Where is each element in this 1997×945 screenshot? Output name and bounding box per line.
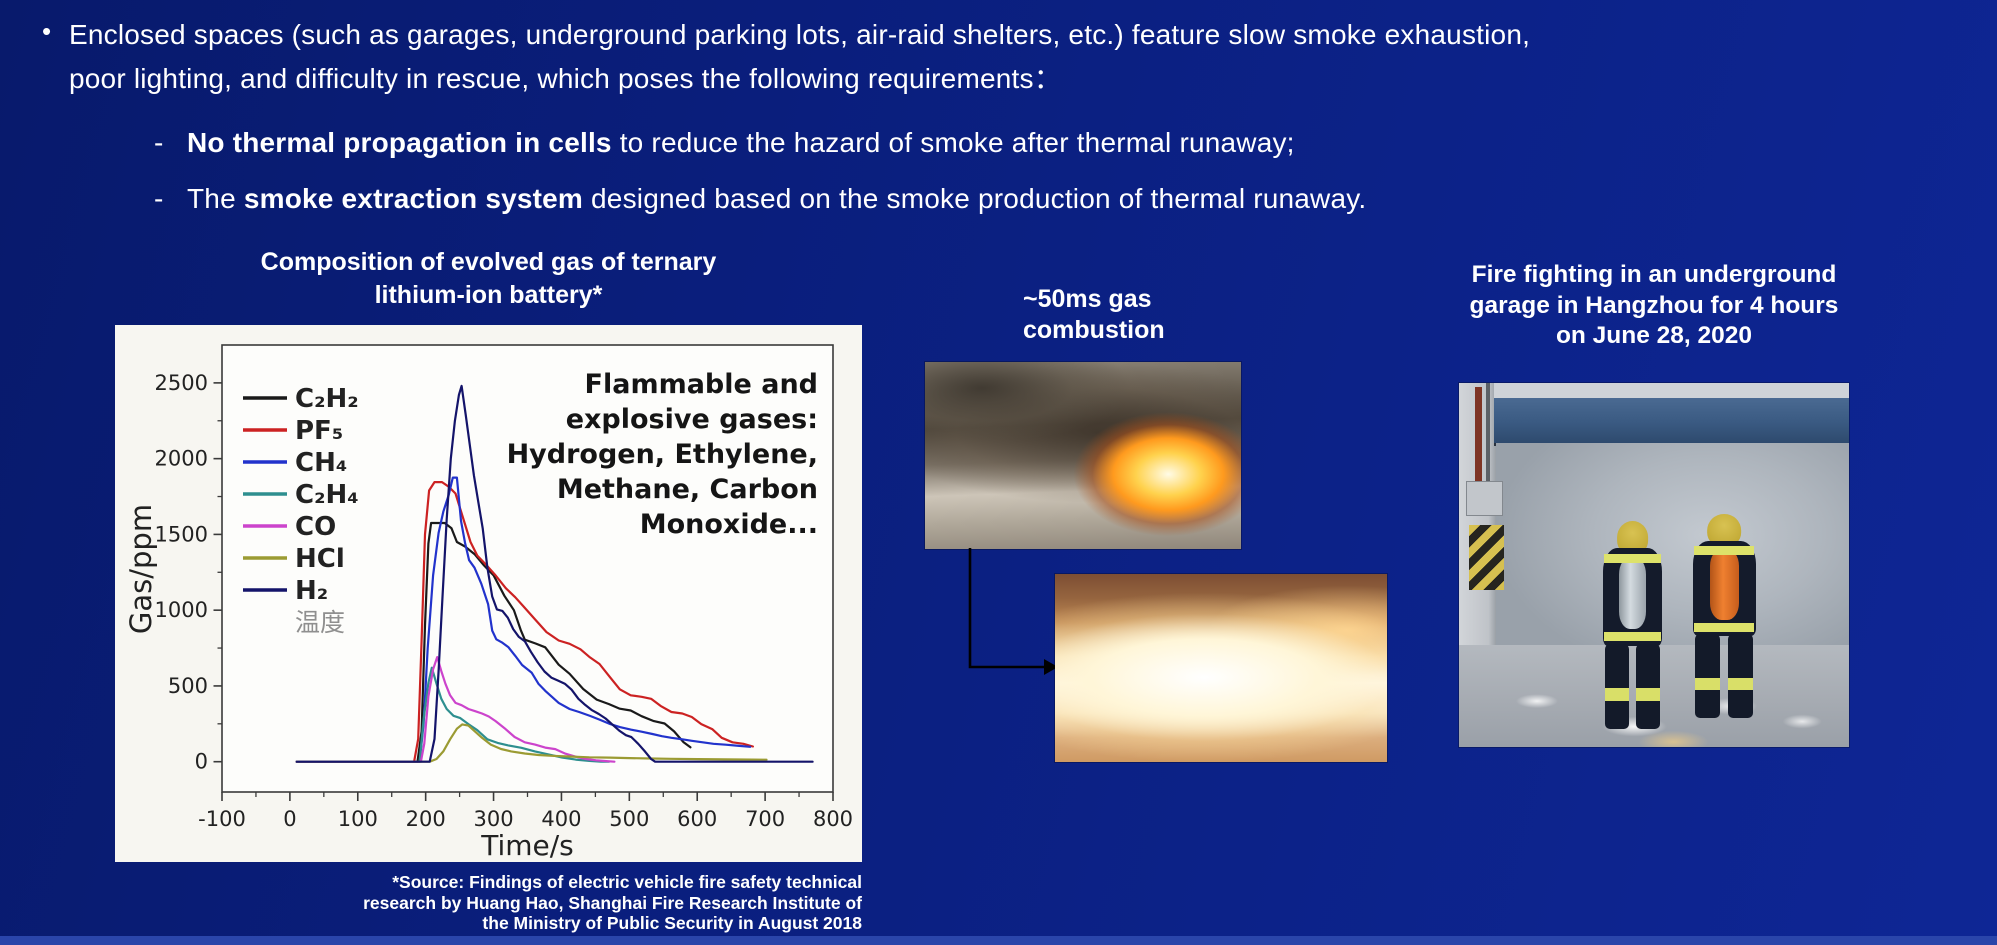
gas-composition-chart: -100 0 100 200 300 400 500 600 700 800 0 500 1000 150…: [115, 325, 862, 862]
source-line-1: *Source: Findings of electric vehicle fi…: [392, 872, 862, 892]
chart-title-line-1: Composition of evolved gas of ternary: [260, 248, 717, 276]
svg-text:2500: 2500: [155, 371, 208, 395]
garage-ceiling: [1494, 383, 1849, 398]
reflective-band: [1694, 622, 1754, 632]
svg-text:-100: -100: [198, 807, 246, 831]
svg-text:2000: 2000: [155, 447, 208, 471]
right-caption-line-1: Fire fighting in an underground: [1471, 261, 1837, 288]
svg-text:C₂H₂: C₂H₂: [295, 384, 359, 414]
garage-fire-caption: Fire fighting in an underground garage i…: [1454, 260, 1854, 352]
right-caption-line-2: garage in Hangzhou for 4 hours: [1469, 291, 1839, 319]
sub-bullet-smoke-extraction: - The smoke extraction system designed ba…: [154, 183, 1366, 215]
hazard-stripes: [1469, 524, 1505, 591]
svg-text:400: 400: [541, 807, 581, 831]
gas-combustion-photo-2: [1055, 574, 1387, 762]
svg-text:1000: 1000: [155, 598, 208, 622]
svg-text:Monoxide...: Monoxide...: [640, 509, 818, 540]
sub2-pre: The: [187, 183, 244, 214]
mid-caption-line-1: ~50ms gas: [1023, 285, 1152, 313]
svg-text:800: 800: [813, 807, 853, 831]
svg-text:0: 0: [195, 750, 208, 774]
chart-title-line-2: lithium-ion battery*: [374, 281, 603, 309]
air-tank-orange: [1709, 549, 1739, 620]
bullet-line-1: Enclosed spaces (such as garages, underg…: [69, 19, 1531, 50]
svg-text:0: 0: [283, 807, 296, 831]
svg-text:C₂H₄: C₂H₄: [295, 480, 359, 510]
air-tank-silver: [1618, 557, 1647, 630]
sub2-bold: smoke extraction system: [243, 183, 584, 214]
bullet-line-2: poor lighting, and difficulty in rescue,…: [69, 63, 1062, 94]
mid-caption-line-2: combustion: [1023, 316, 1165, 344]
source-line-3: the Ministry of Public Security in Augus…: [482, 913, 862, 933]
svg-text:Gas/ppm: Gas/ppm: [124, 504, 158, 634]
firefighter-torso: [1692, 540, 1756, 637]
gas-combustion-photo-1: [925, 362, 1241, 549]
svg-text:explosive gases:: explosive gases:: [566, 404, 818, 435]
firefighter-legs: [1605, 643, 1661, 729]
reflective-band: [1604, 554, 1661, 563]
bullet-marker: •: [42, 16, 52, 46]
right-caption-line-3: on June 28, 2020: [1555, 322, 1753, 349]
svg-text:700: 700: [745, 807, 785, 831]
svg-text:Flammable and: Flammable and: [585, 369, 818, 400]
svg-text:500: 500: [168, 674, 208, 698]
svg-text:Methane, Carbon: Methane, Carbon: [557, 474, 818, 505]
main-bullet-text: Enclosed spaces (such as garages, underg…: [69, 13, 1530, 101]
svg-text:1500: 1500: [155, 522, 208, 546]
svg-text:PF₅: PF₅: [295, 416, 343, 446]
sub1-bold: No thermal propagation in cells: [187, 127, 612, 158]
firefighter-left: [1599, 521, 1665, 729]
svg-text:100: 100: [338, 807, 378, 831]
garage-door-banner: [1494, 397, 1849, 447]
svg-text:500: 500: [609, 807, 649, 831]
svg-text:200: 200: [406, 807, 446, 831]
svg-text:CH₄: CH₄: [295, 448, 347, 478]
svg-text:Time/s: Time/s: [480, 829, 574, 862]
svg-text:HCl: HCl: [295, 544, 345, 574]
sub2-post: designed based on the smoke production o…: [583, 183, 1367, 214]
svg-text:300: 300: [474, 807, 514, 831]
wall-pipe-gray: [1485, 383, 1491, 493]
wall-utility-box: [1466, 481, 1504, 517]
source-note: *Source: Findings of electric vehicle fi…: [115, 872, 862, 934]
dash-marker: -: [154, 127, 164, 158]
reflective-band: [1694, 546, 1754, 555]
svg-text:温度: 温度: [295, 608, 345, 637]
svg-text:H₂: H₂: [295, 576, 328, 606]
sub1-post: to reduce the hazard of smoke after ther…: [611, 127, 1295, 158]
source-line-2: research by Huang Hao, Shanghai Fire Res…: [363, 892, 862, 913]
reflective-band: [1604, 632, 1661, 641]
garage-smoky-interior: [1496, 443, 1849, 647]
elbow-arrow: [968, 548, 1058, 675]
chart-title: Composition of evolved gas of ternary li…: [115, 246, 862, 312]
firefighter-torso: [1602, 548, 1663, 646]
firefighter-legs: [1695, 634, 1753, 718]
gas-combustion-caption: ~50ms gas combustion: [1023, 284, 1165, 346]
wall-pipe-red: [1475, 386, 1483, 482]
dash-marker: -: [154, 183, 164, 214]
chart-svg: -100 0 100 200 300 400 500 600 700 800 0 500 1000 150…: [124, 344, 853, 862]
svg-text:600: 600: [677, 807, 717, 831]
firefighter-right: [1689, 514, 1759, 718]
garage-fire-photo: [1459, 383, 1849, 747]
svg-text:CO: CO: [295, 512, 336, 542]
bottom-accent-strip: [0, 936, 1997, 945]
sub-bullet-thermal-propagation: - No thermal propagation in cells to redu…: [154, 127, 1295, 159]
svg-text:Hydrogen, Ethylene,: Hydrogen, Ethylene,: [507, 439, 818, 470]
